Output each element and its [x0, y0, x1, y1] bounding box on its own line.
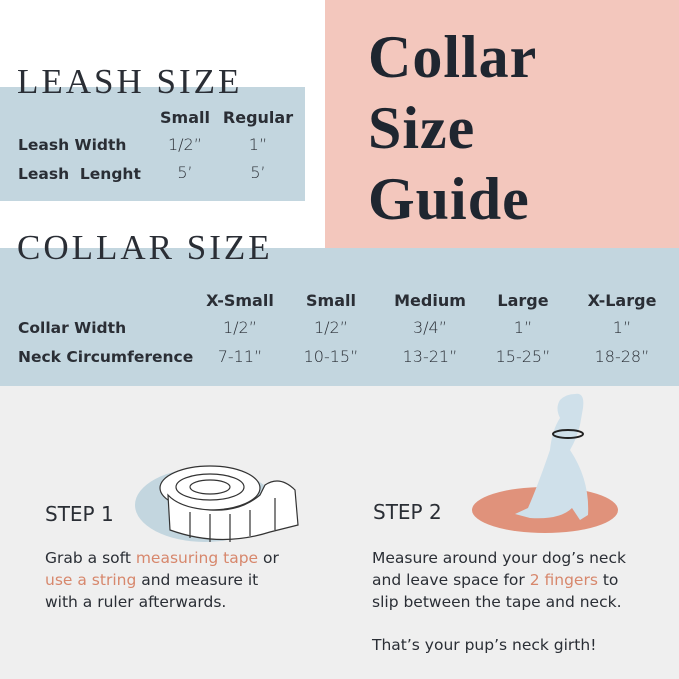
title-line: Collar: [368, 24, 538, 90]
leash-panel: [0, 87, 305, 201]
leash-cell: 5’: [250, 163, 266, 182]
step2-closing: That’s your pup’s neck girth!: [372, 636, 597, 654]
collar-panel: [0, 248, 679, 386]
measuring-tape-icon: [135, 465, 299, 542]
sitting-dog-icon: [472, 393, 618, 533]
collar-cell: 15-25”: [495, 347, 551, 366]
step1-heading: STEP 1: [45, 502, 114, 526]
collar-col: Large: [497, 291, 549, 310]
leash-cell: 1”: [248, 135, 268, 154]
collar-row-label: Collar Width: [18, 319, 127, 337]
step1-text: Grab a soft measuring tape or use a stri…: [45, 549, 279, 611]
leash-heading: LEASH SIZE: [17, 62, 243, 101]
collar-cell: 13-21”: [402, 347, 458, 366]
leash-col: Regular: [222, 108, 294, 127]
leash-row-label: Leash Lenght: [18, 165, 141, 183]
title-line: Guide: [368, 166, 530, 232]
collar-col: X-Large: [587, 291, 657, 310]
collar-col: X-Small: [206, 291, 274, 310]
collar-col: Small: [306, 291, 356, 310]
step2-heading: STEP 2: [373, 500, 442, 524]
title-panel: [325, 0, 679, 248]
collar-heading: COLLAR SIZE: [17, 228, 273, 267]
collar-cell: 1”: [612, 318, 632, 337]
leash-row-label: Leash Width: [18, 136, 127, 154]
collar-row-label: Neck Circumference: [18, 348, 194, 366]
title-line: Size: [368, 95, 476, 161]
collar-cell: 1/2”: [222, 318, 258, 337]
collar-cell: 18-28”: [594, 347, 650, 366]
collar-cell: 1”: [513, 318, 533, 337]
page-title: Collar Size Guide: [368, 22, 537, 235]
leash-cell: 5’: [177, 163, 193, 182]
leash-cell: 1/2”: [167, 135, 203, 154]
collar-cell: 7-11”: [217, 347, 263, 366]
collar-cell: 10-15”: [303, 347, 359, 366]
step2-text: Measure around your dog’s neck and leave…: [372, 549, 626, 611]
collar-cell: 1/2”: [313, 318, 349, 337]
collar-col: Medium: [394, 291, 466, 310]
leash-col: Small: [160, 108, 210, 127]
collar-cell: 3/4”: [412, 318, 448, 337]
